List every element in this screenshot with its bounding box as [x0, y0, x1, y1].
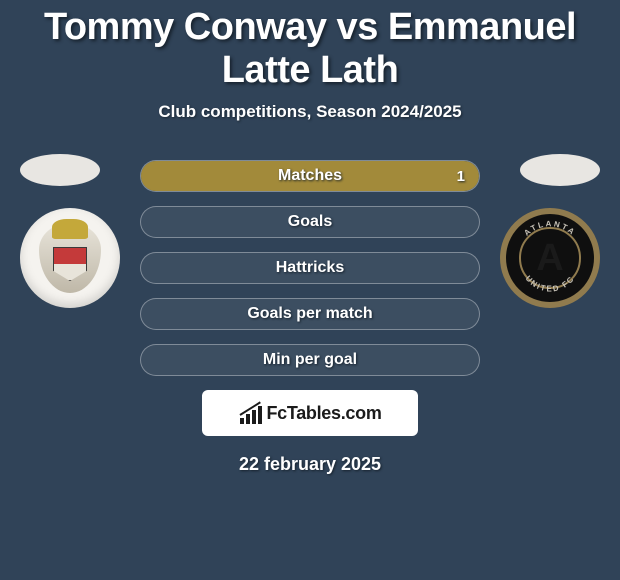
- stat-label: Goals: [141, 207, 479, 237]
- player1-avatar: [20, 154, 100, 186]
- stat-label: Goals per match: [141, 299, 479, 329]
- stat-label: Hattricks: [141, 253, 479, 283]
- stat-row: Min per goal: [140, 344, 480, 376]
- stat-row: Goals: [140, 206, 480, 238]
- stat-value-p2: 1: [443, 161, 479, 191]
- stat-fill-p2: [141, 161, 479, 191]
- stat-row: Matches1: [140, 160, 480, 192]
- player1-club-badge: [20, 208, 120, 308]
- date-label: 22 february 2025: [0, 454, 620, 475]
- player2-avatar: [520, 154, 600, 186]
- stat-label: Min per goal: [141, 345, 479, 375]
- watermark-badge: FcTables.com: [202, 390, 418, 436]
- stat-row: Hattricks: [140, 252, 480, 284]
- subtitle: Club competitions, Season 2024/2025: [0, 102, 620, 122]
- comparison-chart: ATLANTA UNITED FC A Matches1 Goals Hattric…: [0, 160, 620, 376]
- watermark-chart-icon: [238, 402, 264, 424]
- page-title: Tommy Conway vs Emmanuel Latte Lath: [0, 0, 620, 92]
- svg-text:ATLANTA: ATLANTA: [522, 219, 577, 237]
- stat-bars: Matches1 Goals Hattricks Goals per match Min…: [140, 160, 480, 376]
- stat-row: Goals per match: [140, 298, 480, 330]
- watermark-text: FcTables.com: [266, 403, 381, 424]
- player2-club-badge: ATLANTA UNITED FC A: [500, 208, 600, 308]
